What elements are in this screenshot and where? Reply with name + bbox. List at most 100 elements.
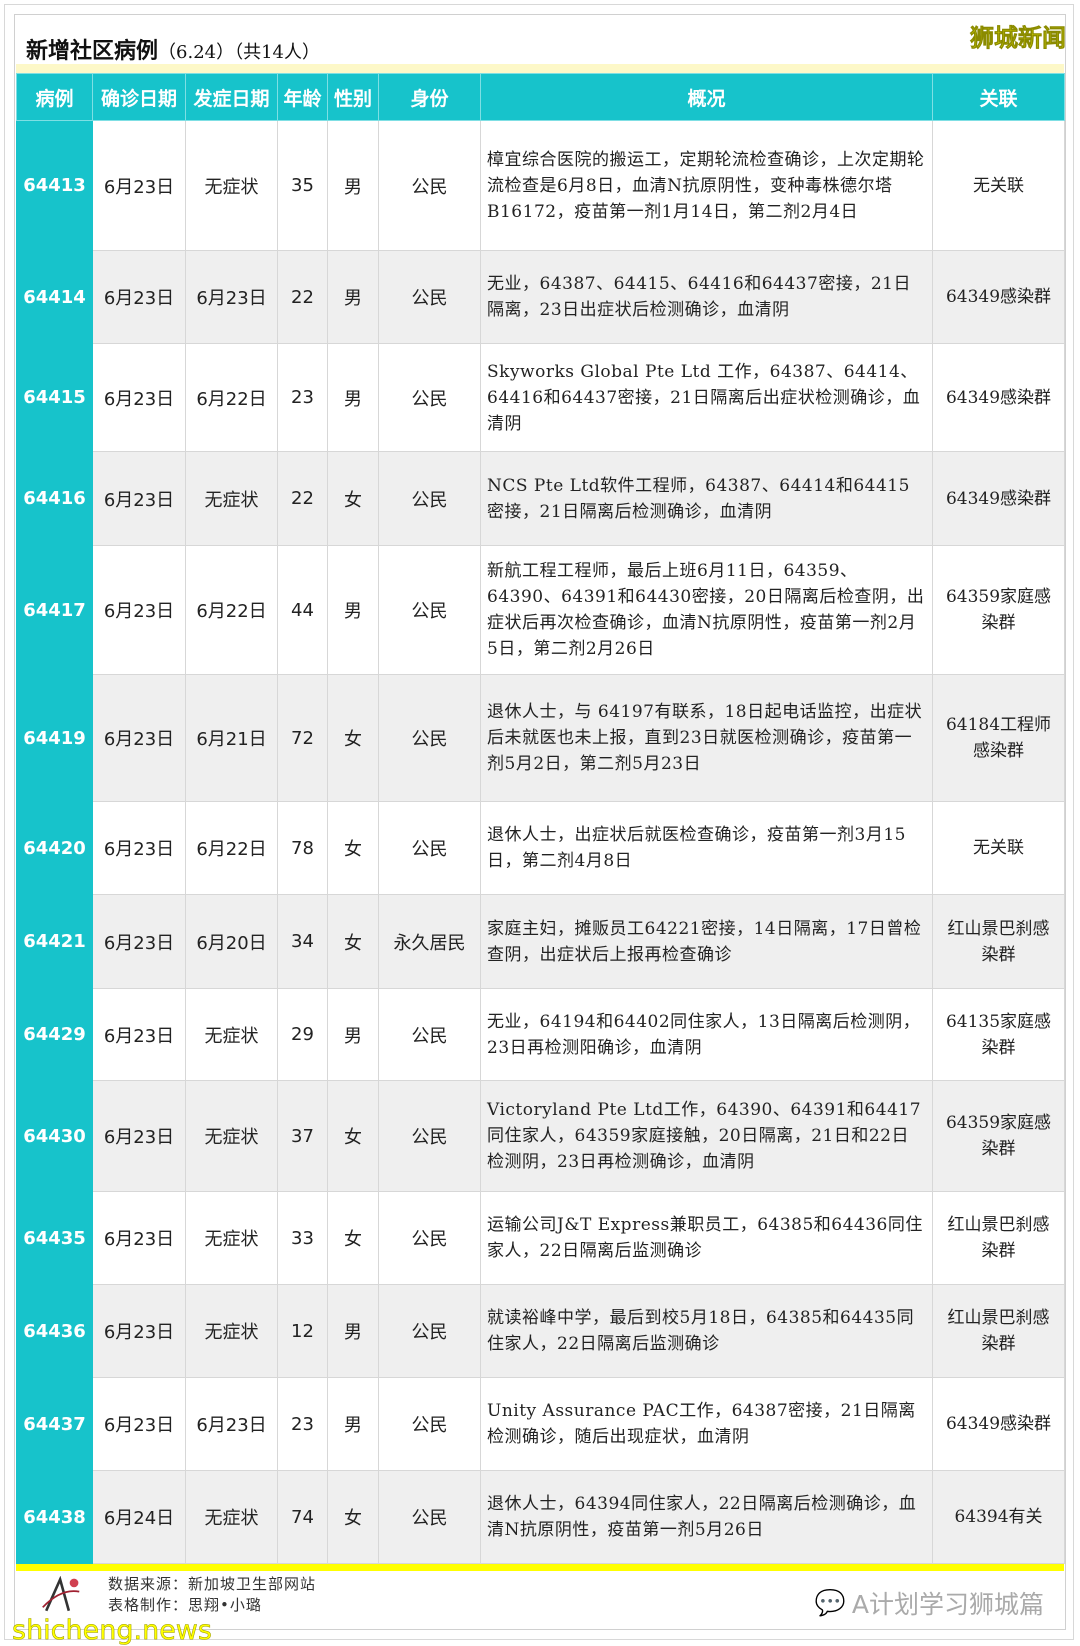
cell-summary: 新航工程工程师，最后上班6月11日，64359、64390、64391和6443… xyxy=(480,545,933,675)
cell-onset: 6月21日 xyxy=(185,674,278,802)
cell-sex: 女 xyxy=(327,894,379,989)
cell-link: 64349感染群 xyxy=(932,250,1065,344)
cell-summary: 无业，64387、64415、64416和64437密接，21日隔离，23日出症… xyxy=(480,250,933,344)
author-label: 表格制作： xyxy=(108,1596,189,1614)
table-row: 64416 6月23日 无症状 22 女公民 NCS Pte Ltd软件工程师，64387… xyxy=(16,451,1065,546)
cell-id: 64419 xyxy=(16,674,93,802)
cell-age: 23 xyxy=(277,343,328,452)
table-row: 64435 6月23日 无症状 33 女公民 运输公司J&T Express兼职员工，64… xyxy=(16,1191,1065,1285)
cell-status: 公民 xyxy=(378,674,481,802)
cell-summary: 就读裕峰中学，最后到校5月18日，64385和64435同住家人，22日隔离后监… xyxy=(480,1284,933,1378)
cell-summary: 退休人士，与 64197有联系，18日起电话监控，出症状后未就医也未上报，直到2… xyxy=(480,674,933,802)
cell-onset: 无症状 xyxy=(185,1080,278,1192)
author-value: 思翔•小璐 xyxy=(188,1596,262,1614)
cell-sex: 男 xyxy=(327,1284,379,1378)
cell-id: 64435 xyxy=(16,1191,93,1285)
table-row: 64437 6月23日 6月23日 23 男公民 Unity Assurance PAC工… xyxy=(16,1377,1065,1471)
cell-link: 无关联 xyxy=(932,120,1065,251)
cell-onset: 6月23日 xyxy=(185,250,278,344)
col-header-age: 年龄 xyxy=(277,73,328,121)
cell-id: 64437 xyxy=(16,1377,93,1471)
cell-age: 23 xyxy=(277,1377,328,1471)
cell-status: 公民 xyxy=(378,250,481,344)
cell-confirmed: 6月23日 xyxy=(92,343,186,452)
cell-age: 37 xyxy=(277,1080,328,1192)
cell-status: 公民 xyxy=(378,451,481,546)
source-label: 数据来源： xyxy=(108,1575,189,1593)
wechat-icon: 💬 xyxy=(814,1588,846,1617)
cell-age: 29 xyxy=(277,988,328,1081)
cell-status: 公民 xyxy=(378,1284,481,1378)
title-date: （6.24） xyxy=(158,42,235,63)
cell-link: 64359家庭感染群 xyxy=(932,1080,1065,1192)
cell-age: 12 xyxy=(277,1284,328,1378)
cell-age: 35 xyxy=(277,120,328,251)
cell-id: 64413 xyxy=(16,120,93,251)
col-header-summary: 概况 xyxy=(480,73,933,121)
cell-summary: NCS Pte Ltd软件工程师，64387、64414和64415密接，21日… xyxy=(480,451,933,546)
cell-summary: 运输公司J&T Express兼职员工，64385和64436同住家人，22日隔… xyxy=(480,1191,933,1285)
cell-link: 64135家庭感染群 xyxy=(932,988,1065,1081)
cell-age: 72 xyxy=(277,674,328,802)
cell-age: 22 xyxy=(277,250,328,344)
cell-confirmed: 6月23日 xyxy=(92,1080,186,1192)
cell-id: 64430 xyxy=(16,1080,93,1192)
cell-status: 公民 xyxy=(378,120,481,251)
cell-link: 64349感染群 xyxy=(932,343,1065,452)
cell-id: 64415 xyxy=(16,343,93,452)
cell-id: 64414 xyxy=(16,250,93,344)
cell-age: 22 xyxy=(277,451,328,546)
cell-link: 红山景巴刹感染群 xyxy=(932,1284,1065,1378)
cell-age: 44 xyxy=(277,545,328,675)
cell-summary: Unity Assurance PAC工作，64387密接，21日隔离检测确诊，… xyxy=(480,1377,933,1471)
cell-id: 64438 xyxy=(16,1470,93,1564)
cell-link: 红山景巴刹感染群 xyxy=(932,894,1065,989)
cell-age: 33 xyxy=(277,1191,328,1285)
cell-status: 公民 xyxy=(378,545,481,675)
table-header: 病例 确诊日期 发症日期 年龄 性别 身份 概况 关联 xyxy=(16,73,1065,121)
table-row: 64430 6月23日 无症状 37 女公民 Victoryland Pte Ltd工作，… xyxy=(16,1080,1065,1192)
cell-age: 34 xyxy=(277,894,328,989)
cell-confirmed: 6月23日 xyxy=(92,1284,186,1378)
col-header-link: 关联 xyxy=(932,73,1065,121)
cell-status: 公民 xyxy=(378,1191,481,1285)
table-row: 64419 6月23日 6月21日 72 女公民 退休人士，与 64197有联系，18日起… xyxy=(16,674,1065,802)
cell-sex: 女 xyxy=(327,1470,379,1564)
col-header-sex: 性别 xyxy=(327,73,379,121)
cell-confirmed: 6月23日 xyxy=(92,674,186,802)
cell-onset: 无症状 xyxy=(185,451,278,546)
table-row: 64420 6月23日 6月22日 78 女公民 退休人士，出症状后就医检查确诊，疫苗第一… xyxy=(16,801,1065,895)
cell-summary: 退休人士，64394同住家人，22日隔离后检测确诊，血清N抗原阴性，疫苗第一剂5… xyxy=(480,1470,933,1564)
table-row: 64413 6月23日 无症状 35 男公民 樟宜综合医院的搬运工，定期轮流检查确诊，上次… xyxy=(16,120,1065,251)
cell-summary: Victoryland Pte Ltd工作，64390、64391和64417同… xyxy=(480,1080,933,1192)
cell-confirmed: 6月24日 xyxy=(92,1470,186,1564)
cell-link: 64349感染群 xyxy=(932,451,1065,546)
cell-confirmed: 6月23日 xyxy=(92,451,186,546)
cell-link: 64394有关 xyxy=(932,1470,1065,1564)
table-row: 64417 6月23日 6月22日 44 男公民 新航工程工程师，最后上班6月11日，64… xyxy=(16,545,1065,675)
cell-sex: 男 xyxy=(327,1377,379,1471)
cell-onset: 无症状 xyxy=(185,120,278,251)
outer-frame xyxy=(4,4,1074,1640)
source-value: 新加坡卫生部网站 xyxy=(188,1575,317,1593)
page-title: 新增社区病例（6.24）（共14人） xyxy=(26,33,320,65)
cell-onset: 无症状 xyxy=(185,1191,278,1285)
cases-table: 病例 确诊日期 发症日期 年龄 性别 身份 概况 关联 64413 6月23日 无症… xyxy=(16,73,1065,1564)
cell-confirmed: 6月23日 xyxy=(92,988,186,1081)
cell-onset: 6月22日 xyxy=(185,801,278,895)
cell-summary: 退休人士，出症状后就医检查确诊，疫苗第一剂3月15日，第二剂4月8日 xyxy=(480,801,933,895)
cell-status: 公民 xyxy=(378,801,481,895)
cell-link: 64349感染群 xyxy=(932,1377,1065,1471)
cell-summary: 家庭主妇，摊贩员工64221密接，14日隔离，17日曾检查阴，出症状后上报再检查… xyxy=(480,894,933,989)
wechat-account: 💬 A计划学习狮城篇 xyxy=(815,1585,1044,1621)
cell-summary: Skyworks Global Pte Ltd 工作，64387、64414、6… xyxy=(480,343,933,452)
title-main: 新增社区病例 xyxy=(26,39,159,64)
cell-summary: 樟宜综合医院的搬运工，定期轮流检查确诊，上次定期轮流检查是6月8日，血清N抗原阴… xyxy=(480,120,933,251)
cell-onset: 6月20日 xyxy=(185,894,278,989)
cell-age: 78 xyxy=(277,801,328,895)
cell-sex: 男 xyxy=(327,120,379,251)
cell-onset: 6月22日 xyxy=(185,545,278,675)
cell-link: 64184工程师感染群 xyxy=(932,674,1065,802)
table-row: 64436 6月23日 无症状 12 男公民 就读裕峰中学，最后到校5月18日，64385… xyxy=(16,1284,1065,1378)
col-header-status: 身份 xyxy=(378,73,481,121)
